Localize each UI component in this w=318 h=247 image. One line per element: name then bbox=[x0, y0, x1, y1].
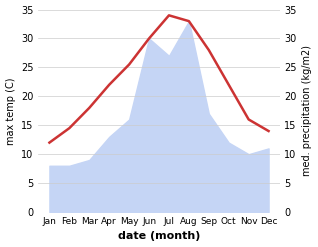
X-axis label: date (month): date (month) bbox=[118, 231, 200, 242]
Y-axis label: med. precipitation (kg/m2): med. precipitation (kg/m2) bbox=[302, 45, 313, 176]
Y-axis label: max temp (C): max temp (C) bbox=[5, 77, 16, 144]
